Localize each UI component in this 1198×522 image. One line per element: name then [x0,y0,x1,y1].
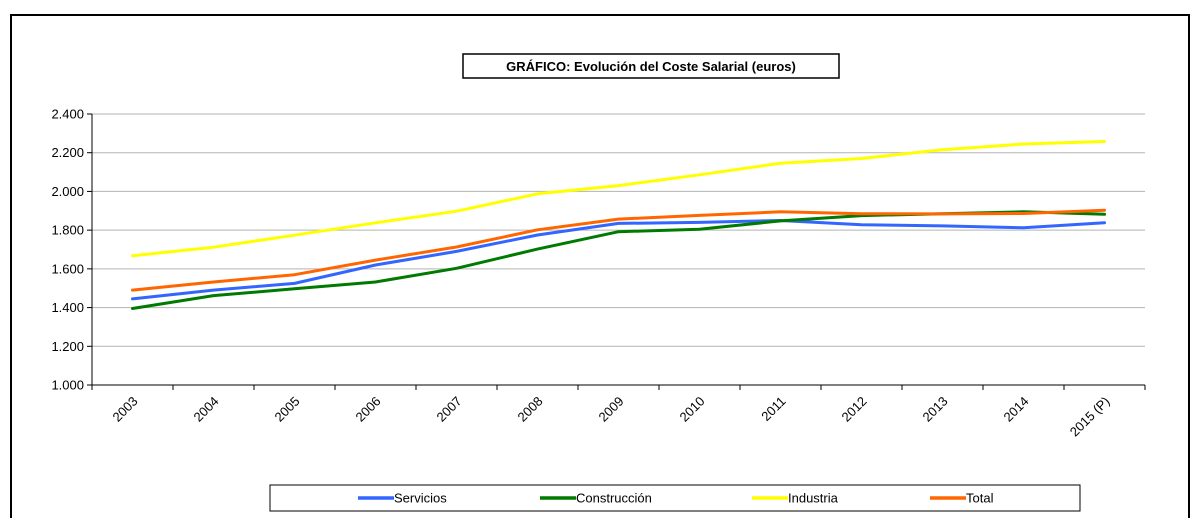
series-lines [131,140,1106,310]
x-tick-label: 2013 [920,394,951,425]
series-line-servicios [131,219,1106,301]
series-line-industria [131,140,1106,258]
x-tick-label: 2011 [758,394,788,424]
y-tick-label: 2.200 [51,145,84,160]
y-tick-label: 1.800 [51,223,84,238]
x-tick-label: 2015 (P) [1067,394,1113,440]
title-box [462,53,840,79]
y-tick-label: 1.000 [51,378,84,393]
legend-label: Industria [788,491,839,506]
grid-lines [92,113,1145,347]
series-line-total [131,208,1106,292]
x-tick-label: 2008 [515,394,546,425]
y-tick-label: 2.400 [51,107,84,122]
x-tick-label: 2005 [272,394,303,425]
y-tick-label: 1.200 [51,339,84,354]
x-tick-label: 2009 [596,394,627,425]
x-tick-label: 2012 [839,394,870,425]
x-tick-label: 2010 [677,394,708,425]
y-tick-label: 1.400 [51,300,84,315]
x-tick-label: 2014 [1001,394,1032,425]
x-tick-label: 2007 [434,394,465,425]
chart-title: GRÁFICO: Evolución del Coste Salarial (e… [506,59,796,74]
legend-label: Total [966,491,994,506]
chart-frame [10,14,1190,518]
y-axis: 1.000 1.200 1.400 1.600 1.800 2.000 2.200 2.400 [51,107,93,393]
legend: Servicios Construcción Industria Total [358,491,994,506]
legend-label: Servicios [394,491,447,506]
x-tick-label: 2003 [110,394,141,425]
x-axis: 2003 2004 2005 2006 2007 2008 2009 2010 2011 2012… [91,384,1146,440]
x-tick-label: 2004 [191,394,222,425]
legend-label: Construcción [576,491,652,506]
x-tick-label: 2006 [353,394,384,425]
y-tick-label: 1.600 [51,261,84,276]
y-tick-label: 2.000 [51,184,84,199]
